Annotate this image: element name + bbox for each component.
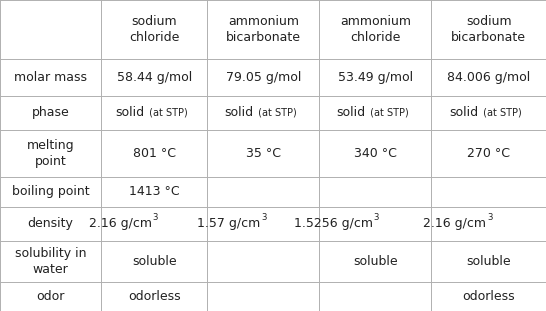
Text: 1.57 g/cm: 1.57 g/cm: [198, 217, 261, 230]
Text: solid: solid: [224, 106, 253, 119]
Text: soluble: soluble: [132, 255, 176, 268]
Text: boiling point: boiling point: [11, 185, 90, 198]
Text: 1413 °C: 1413 °C: [129, 185, 180, 198]
Text: odor: odor: [37, 290, 64, 303]
Text: 3: 3: [262, 213, 268, 222]
Text: (at STP): (at STP): [480, 108, 522, 118]
Text: soluble: soluble: [353, 255, 397, 268]
Text: density: density: [27, 217, 74, 230]
Text: 79.05 g/mol: 79.05 g/mol: [225, 71, 301, 84]
Text: (at STP): (at STP): [146, 108, 188, 118]
Text: 53.49 g/mol: 53.49 g/mol: [338, 71, 413, 84]
Text: ammonium
chloride: ammonium chloride: [340, 15, 411, 44]
Text: sodium
chloride: sodium chloride: [129, 15, 180, 44]
Text: odorless: odorless: [128, 290, 181, 303]
Text: solid: solid: [450, 106, 479, 119]
Text: 3: 3: [152, 213, 158, 222]
Text: sodium
bicarbonate: sodium bicarbonate: [451, 15, 526, 44]
Text: 2.16 g/cm: 2.16 g/cm: [88, 217, 151, 230]
Text: melting
point: melting point: [27, 138, 74, 168]
Text: 35 °C: 35 °C: [246, 146, 281, 160]
Text: (at STP): (at STP): [367, 108, 409, 118]
Text: soluble: soluble: [466, 255, 511, 268]
Text: 58.44 g/mol: 58.44 g/mol: [117, 71, 192, 84]
Text: 1.5256 g/cm: 1.5256 g/cm: [294, 217, 372, 230]
Text: odorless: odorless: [462, 290, 515, 303]
Text: phase: phase: [32, 106, 69, 119]
Text: 3: 3: [373, 213, 379, 222]
Text: 270 °C: 270 °C: [467, 146, 510, 160]
Text: (at STP): (at STP): [255, 108, 297, 118]
Text: solid: solid: [115, 106, 144, 119]
Text: 84.006 g/mol: 84.006 g/mol: [447, 71, 530, 84]
Text: solubility in
water: solubility in water: [15, 247, 86, 276]
Text: 340 °C: 340 °C: [354, 146, 397, 160]
Text: ammonium
bicarbonate: ammonium bicarbonate: [226, 15, 301, 44]
Text: 801 °C: 801 °C: [133, 146, 176, 160]
Text: 3: 3: [487, 213, 492, 222]
Text: solid: solid: [336, 106, 366, 119]
Text: molar mass: molar mass: [14, 71, 87, 84]
Text: 2.16 g/cm: 2.16 g/cm: [423, 217, 486, 230]
